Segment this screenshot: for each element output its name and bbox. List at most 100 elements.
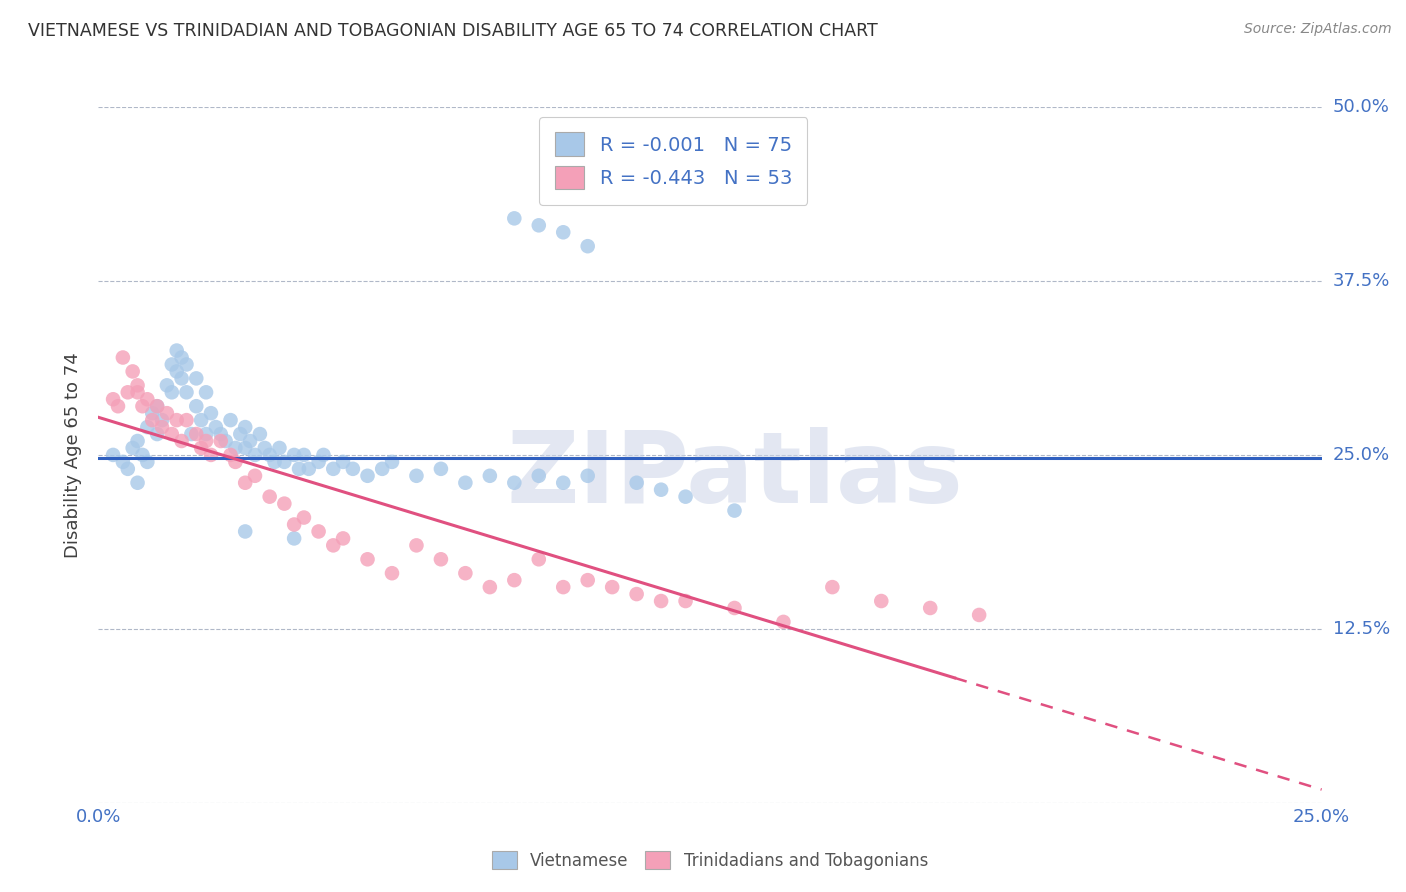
Point: [478, 580, 501, 594]
Point: [332, 455, 354, 469]
Point: [224, 455, 246, 469]
Point: [478, 468, 501, 483]
Point: [121, 441, 143, 455]
Point: [650, 594, 672, 608]
Text: Source: ZipAtlas.com: Source: ZipAtlas.com: [1244, 22, 1392, 37]
Point: [576, 468, 599, 483]
Point: [527, 468, 550, 483]
Point: [249, 427, 271, 442]
Point: [229, 427, 252, 442]
Point: [136, 392, 159, 407]
Point: [190, 441, 212, 455]
Point: [312, 448, 335, 462]
Point: [190, 413, 212, 427]
Point: [967, 607, 990, 622]
Point: [131, 448, 153, 462]
Point: [219, 448, 242, 462]
Point: [283, 517, 305, 532]
Point: [160, 427, 183, 442]
Point: [127, 434, 149, 448]
Point: [233, 441, 256, 455]
Text: 25.0%: 25.0%: [1333, 446, 1391, 464]
Point: [146, 427, 169, 442]
Legend: Vietnamese, Trinidadians and Tobagonians: Vietnamese, Trinidadians and Tobagonians: [484, 843, 936, 878]
Point: [101, 392, 124, 407]
Point: [259, 448, 281, 462]
Point: [503, 211, 526, 226]
Point: [356, 468, 378, 483]
Point: [381, 455, 404, 469]
Point: [111, 351, 134, 365]
Point: [772, 615, 794, 629]
Point: [342, 462, 364, 476]
Point: [146, 399, 169, 413]
Point: [156, 406, 179, 420]
Point: [283, 532, 305, 546]
Point: [821, 580, 844, 594]
Point: [205, 420, 228, 434]
Point: [723, 601, 745, 615]
Y-axis label: Disability Age 65 to 74: Disability Age 65 to 74: [65, 352, 83, 558]
Point: [600, 580, 623, 594]
Point: [292, 510, 315, 524]
Point: [675, 490, 697, 504]
Point: [332, 532, 354, 546]
Point: [308, 455, 330, 469]
Point: [127, 475, 149, 490]
Point: [243, 468, 266, 483]
Point: [121, 364, 143, 378]
Point: [186, 371, 208, 385]
Point: [576, 573, 599, 587]
Text: 50.0%: 50.0%: [1333, 98, 1389, 116]
Point: [553, 225, 575, 239]
Point: [273, 497, 295, 511]
Point: [214, 434, 236, 448]
Point: [186, 427, 208, 442]
Point: [160, 358, 183, 372]
Point: [150, 420, 173, 434]
Point: [224, 441, 246, 455]
Point: [675, 594, 697, 608]
Point: [292, 448, 315, 462]
Point: [186, 399, 208, 413]
Point: [166, 364, 188, 378]
Point: [259, 490, 281, 504]
Point: [298, 462, 321, 476]
Point: [405, 468, 427, 483]
Point: [141, 413, 163, 427]
Point: [209, 434, 232, 448]
Point: [101, 448, 124, 462]
Point: [553, 580, 575, 594]
Point: [283, 448, 305, 462]
Point: [233, 475, 256, 490]
Point: [166, 343, 188, 358]
Point: [454, 566, 477, 581]
Point: [200, 406, 222, 420]
Point: [195, 385, 218, 400]
Point: [356, 552, 378, 566]
Point: [430, 552, 453, 566]
Point: [160, 385, 183, 400]
Point: [180, 427, 202, 442]
Point: [176, 385, 198, 400]
Point: [920, 601, 942, 615]
Point: [195, 434, 218, 448]
Point: [131, 399, 153, 413]
Point: [322, 462, 344, 476]
Point: [111, 455, 134, 469]
Point: [141, 406, 163, 420]
Point: [170, 371, 193, 385]
Point: [219, 413, 242, 427]
Point: [209, 427, 232, 442]
Point: [870, 594, 893, 608]
Point: [170, 351, 193, 365]
Point: [723, 503, 745, 517]
Point: [200, 448, 222, 462]
Point: [176, 413, 198, 427]
Point: [107, 399, 129, 413]
Point: [233, 524, 256, 539]
Point: [626, 587, 648, 601]
Point: [454, 475, 477, 490]
Point: [288, 462, 311, 476]
Point: [195, 427, 218, 442]
